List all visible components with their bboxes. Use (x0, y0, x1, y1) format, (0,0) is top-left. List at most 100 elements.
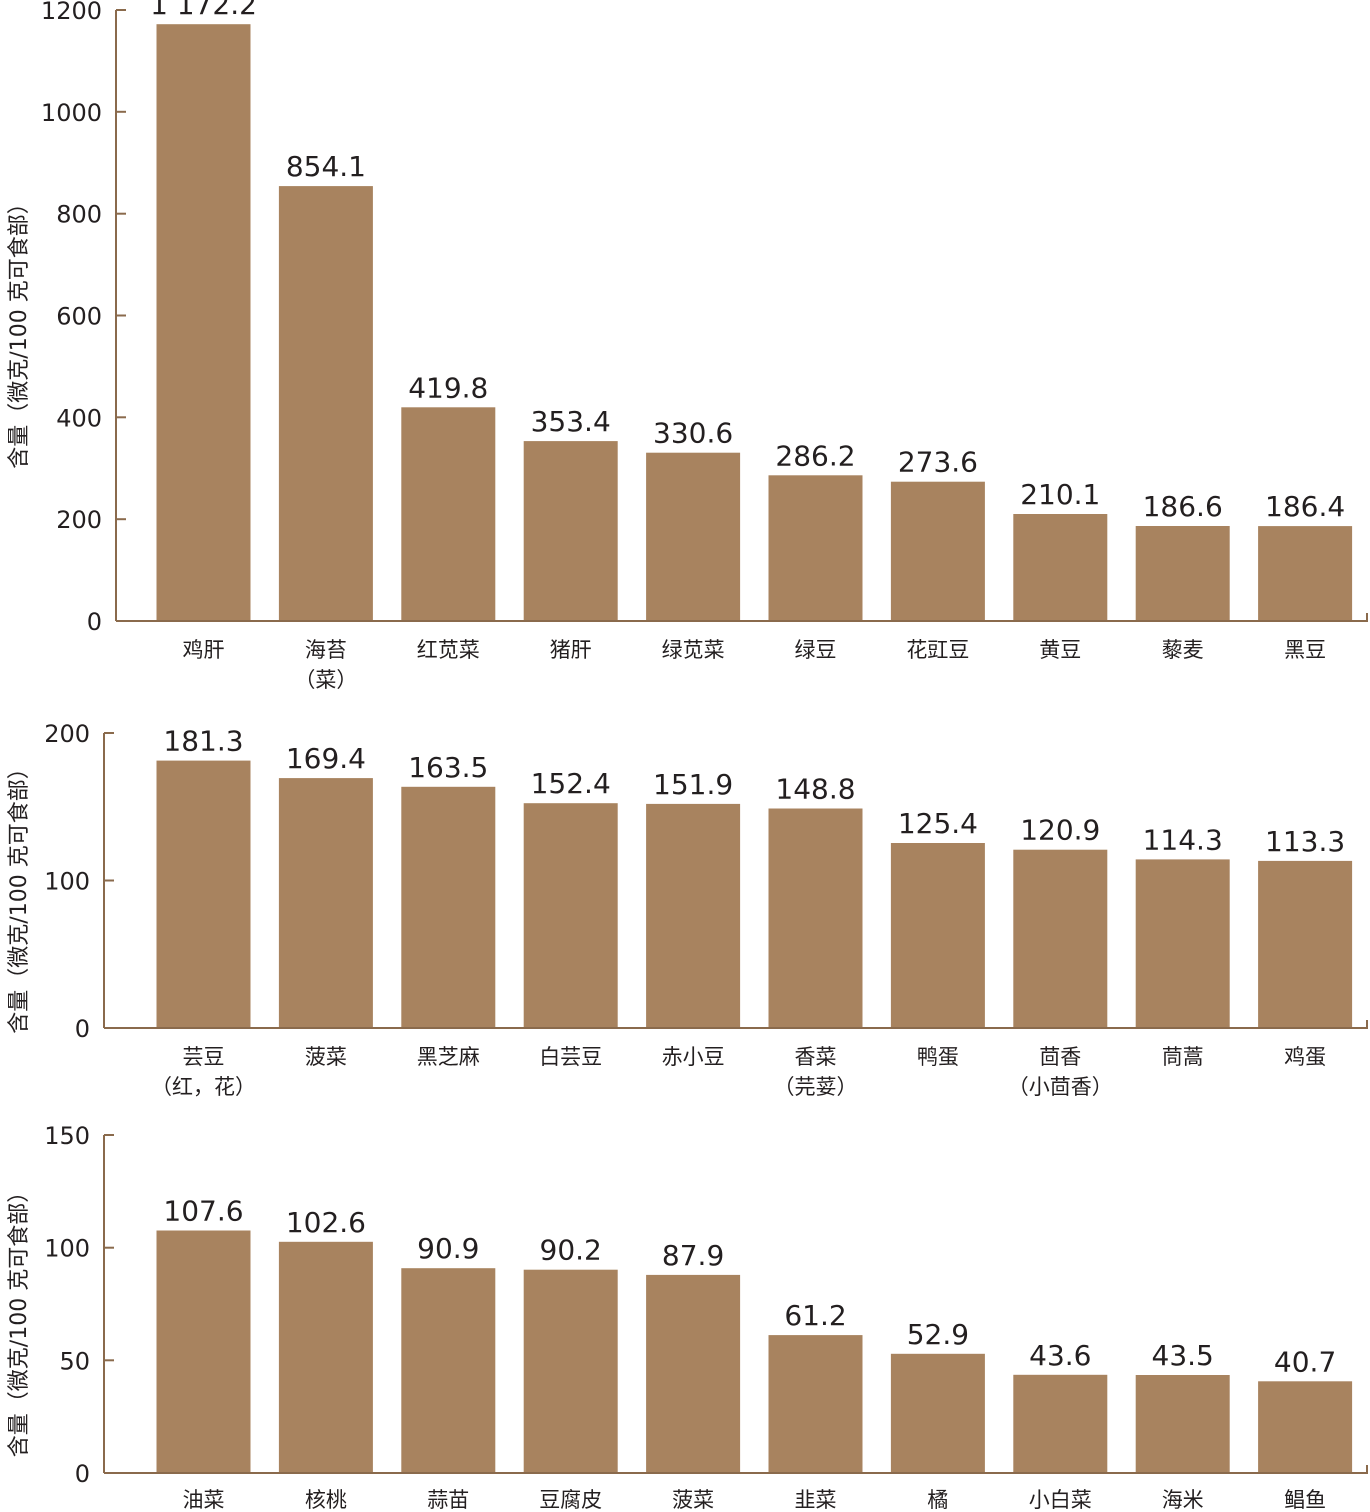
bar (401, 786, 496, 1028)
bar-value-label: 1 172.2 (150, 0, 257, 21)
y-axis-title: 含量（微克/100 克可食部） (7, 192, 32, 468)
category-label: （芫荽） (774, 1075, 858, 1099)
category-label: 绿豆 (795, 638, 837, 662)
bar (890, 1353, 985, 1473)
bar-value-label: 186.4 (1265, 490, 1345, 523)
y-tick-label: 100 (44, 1235, 90, 1263)
bar (1258, 1381, 1353, 1473)
bar (646, 803, 741, 1028)
y-tick-label: 200 (56, 506, 102, 534)
bar-value-label: 148.8 (775, 773, 855, 806)
bar (156, 1230, 251, 1473)
bar (156, 760, 251, 1028)
bar-value-label: 854.1 (286, 150, 366, 183)
category-label: （菜） (294, 668, 357, 692)
bar (1013, 1374, 1108, 1473)
bar-value-label: 90.9 (417, 1232, 479, 1265)
y-tick-label: 200 (44, 720, 90, 748)
bar-value-label: 113.3 (1265, 825, 1345, 858)
bar (278, 778, 373, 1028)
bar-value-label: 169.4 (286, 742, 366, 775)
bar-value-label: 107.6 (163, 1195, 243, 1228)
category-label: 香菜 (795, 1045, 837, 1069)
y-tick-label: 0 (75, 1015, 90, 1043)
bar (523, 1269, 618, 1473)
bar-value-label: 330.6 (653, 417, 733, 450)
category-label: 猪肝 (550, 638, 592, 662)
category-label: 韭菜 (795, 1488, 837, 1512)
y-axis-title: 含量（微克/100 克可食部） (7, 1181, 32, 1457)
category-label: 豆腐皮 (539, 1488, 602, 1512)
bar-value-label: 152.4 (531, 767, 611, 800)
category-label: 鸡肝 (183, 638, 225, 662)
category-label: 茴香 (1039, 1045, 1081, 1069)
y-tick-label: 0 (75, 1460, 90, 1488)
category-label: 茼蒿 (1162, 1045, 1204, 1069)
category-label: 黑芝麻 (417, 1045, 480, 1069)
bar-value-label: 286.2 (775, 439, 855, 472)
bar (768, 475, 863, 621)
bar-value-label: 87.9 (662, 1239, 724, 1272)
bar (278, 186, 373, 621)
y-tick-label: 150 (44, 1122, 90, 1150)
bar-value-label: 40.7 (1274, 1345, 1336, 1378)
y-tick-label: 1000 (41, 99, 102, 127)
bar (646, 1274, 741, 1473)
category-label: 菠菜 (672, 1488, 714, 1512)
y-tick-label: 800 (56, 201, 102, 229)
category-label: 黑豆 (1284, 638, 1326, 662)
category-label: 海苔 (305, 638, 347, 662)
bar (1135, 859, 1230, 1028)
category-label: 芸豆 (183, 1045, 225, 1069)
category-label: （红，花） (151, 1075, 256, 1099)
category-label: 小白菜 (1029, 1488, 1092, 1512)
bar-value-label: 163.5 (408, 751, 488, 784)
category-label: 红苋菜 (417, 638, 480, 662)
bar-value-label: 43.6 (1029, 1339, 1091, 1372)
bar (1135, 526, 1230, 621)
bar-value-label: 61.2 (784, 1299, 846, 1332)
category-label: 赤小豆 (662, 1045, 725, 1069)
category-label: 鲳鱼 (1284, 1488, 1326, 1512)
bar-value-label: 210.1 (1020, 478, 1100, 511)
category-label: 黄豆 (1039, 638, 1081, 662)
category-label: （小茴香） (1008, 1075, 1113, 1099)
bar-value-label: 419.8 (408, 371, 488, 404)
bar-value-label: 114.3 (1143, 823, 1223, 856)
y-axis-title: 含量（微克/100 克可食部） (7, 757, 32, 1033)
y-tick-label: 50 (59, 1347, 90, 1375)
bar (1013, 514, 1108, 621)
bar (1258, 526, 1353, 621)
bar (768, 808, 863, 1028)
category-label: 油菜 (183, 1488, 225, 1512)
bar-value-label: 151.9 (653, 768, 733, 801)
bar (890, 481, 985, 621)
bar (523, 441, 618, 621)
bar-value-label: 43.5 (1152, 1339, 1214, 1372)
category-label: 花豇豆 (906, 638, 969, 662)
bar (401, 407, 496, 621)
bar-value-label: 186.6 (1143, 490, 1223, 523)
bar (278, 1241, 373, 1473)
bar (768, 1335, 863, 1473)
bar-value-label: 181.3 (163, 725, 243, 758)
bar (156, 24, 251, 621)
y-tick-label: 1200 (41, 0, 102, 25)
y-tick-label: 100 (44, 868, 90, 896)
category-label: 蒜苗 (427, 1488, 469, 1512)
bar (890, 843, 985, 1028)
bar-value-label: 353.4 (531, 405, 611, 438)
bar (1258, 860, 1353, 1028)
bar-value-label: 90.2 (540, 1234, 602, 1267)
bar (1135, 1375, 1230, 1473)
bar-value-label: 125.4 (898, 807, 978, 840)
bar-value-label: 120.9 (1020, 814, 1100, 847)
y-tick-label: 0 (87, 608, 102, 636)
category-label: 绿苋菜 (662, 638, 725, 662)
bar (401, 1268, 496, 1473)
bar (646, 452, 741, 621)
category-label: 鸡蛋 (1284, 1045, 1326, 1069)
category-label: 白芸豆 (539, 1045, 602, 1069)
category-label: 核桃 (305, 1488, 347, 1512)
